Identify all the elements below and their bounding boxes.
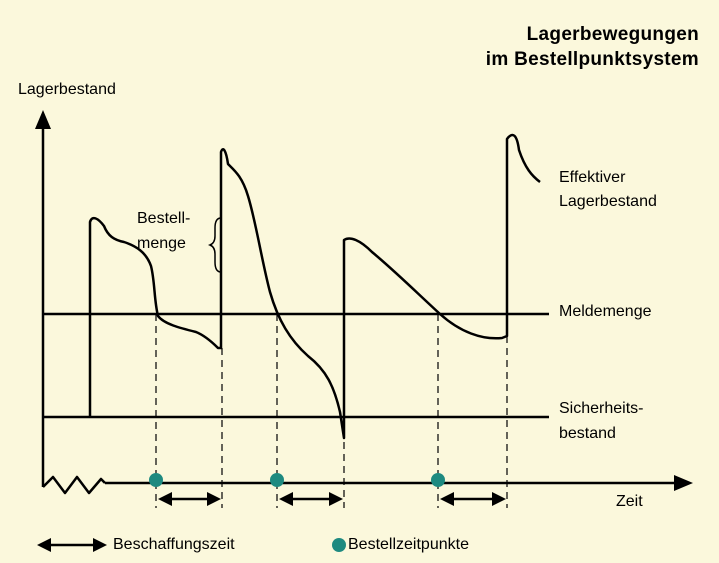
legend-order-point-dot-icon: [332, 538, 346, 552]
order-quantity-label-line-2: menge: [137, 235, 186, 252]
legend-lead-time-arrow-icon: [37, 538, 107, 552]
order-quantity-label-line-1: Bestell-: [137, 210, 191, 227]
effective-stock-label-line-1: Effektiver: [559, 169, 626, 186]
order-quantity-brace-icon: [207, 217, 222, 273]
x-axis-label: Zeit: [616, 493, 643, 510]
legend-order-points-label: Bestellzeitpunkte: [348, 536, 469, 553]
lead-time-arrow-2-right-head: [329, 492, 343, 506]
y-axis-label: Lagerbestand: [18, 81, 116, 98]
lead-time-arrow-3-left-head: [440, 492, 454, 506]
x-axis-arrow-icon: [674, 475, 693, 491]
y-axis-arrow-icon: [35, 110, 51, 129]
lead-time-arrows: [158, 492, 506, 506]
order-point-dot-3: [431, 473, 445, 487]
reorder-level-label: Meldemenge: [559, 303, 652, 320]
diagram-title: Lagerbewegungen im Bestellpunktsystem: [486, 22, 699, 72]
x-axis-break-icon: [42, 475, 106, 495]
effective-stock-curve: [88, 133, 541, 440]
order-point-dot-2: [270, 473, 284, 487]
title-line-1: Lagerbewegungen: [526, 24, 699, 45]
order-point-dot-1: [149, 473, 163, 487]
safety-stock-label-line-1: Sicherheits-: [559, 400, 644, 417]
order-quantity-label: Bestell- menge: [137, 206, 190, 256]
effective-stock-label-line-2: Lagerbestand: [559, 193, 657, 210]
safety-stock-label: Sicherheits- bestand: [559, 396, 643, 446]
safety-stock-label-line-2: bestand: [559, 425, 616, 442]
lead-time-arrow-1-right-head: [207, 492, 221, 506]
order-points: [149, 473, 445, 487]
dashed-guides: [155, 314, 508, 508]
lead-time-arrow-1-left-head: [158, 492, 172, 506]
lead-time-arrow-3-right-head: [492, 492, 506, 506]
lead-time-arrow-2-left-head: [279, 492, 293, 506]
effective-stock-label: Effektiver Lagerbestand: [559, 166, 657, 214]
legend-lead-time-label: Beschaffungszeit: [113, 536, 235, 553]
title-line-2: im Bestellpunktsystem: [485, 49, 699, 70]
